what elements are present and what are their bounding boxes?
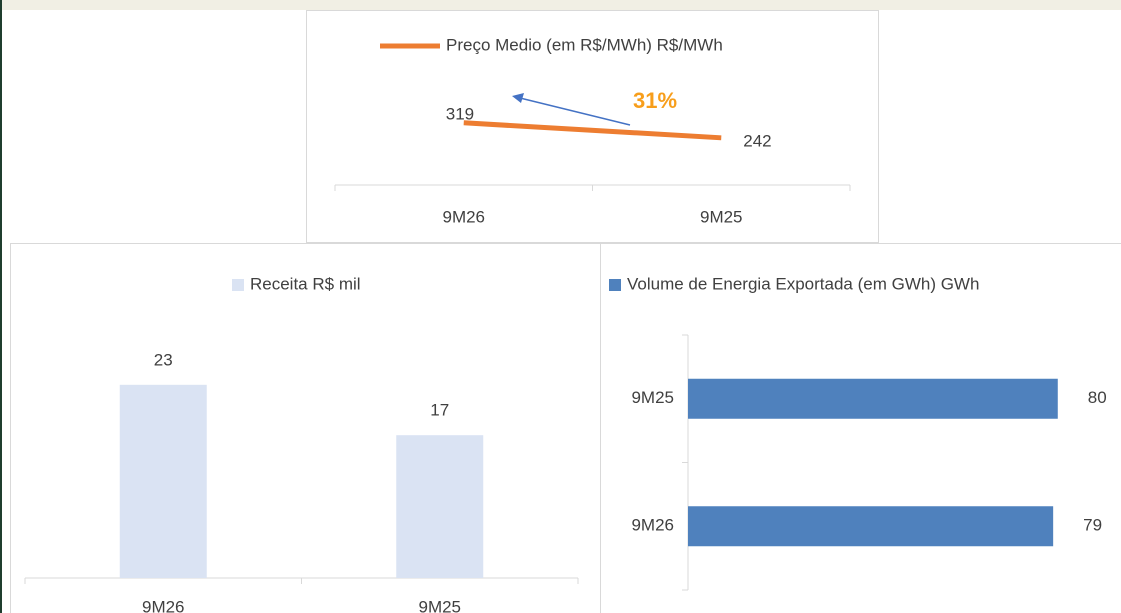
chart-frame — [10, 243, 601, 613]
legend-label: Receita R$ mil — [250, 274, 361, 293]
x-tick-label: 9M25 — [700, 207, 743, 226]
data-label: 80 — [1088, 388, 1107, 407]
annotation: 31% — [633, 88, 677, 113]
y-tick-label: 9M25 — [631, 388, 674, 407]
chart-frame — [600, 243, 1121, 613]
legend-label: Preço Medio (em R$/MWh) R$/MWh — [446, 35, 723, 54]
legend-label: Volume de Energia Exportada (em GWh) GWh — [627, 274, 979, 293]
bar — [688, 506, 1054, 547]
chart-frame — [306, 10, 879, 243]
bar — [688, 378, 1058, 419]
x-tick-label: 9M26 — [142, 597, 185, 613]
line — [463, 120, 722, 141]
arrow — [519, 97, 631, 126]
arrow-head — [512, 93, 524, 103]
bar — [396, 435, 484, 578]
data-label: 79 — [1083, 516, 1102, 535]
data-label: 242 — [743, 131, 771, 150]
top-band — [0, 0, 1121, 10]
x-tick-label: 9M26 — [442, 207, 485, 226]
legend-swatch — [609, 279, 621, 291]
y-tick-label: 9M26 — [631, 516, 674, 535]
left-border — [0, 0, 2, 613]
data-label: 319 — [446, 104, 474, 123]
data-label: 23 — [154, 350, 173, 369]
data-label: 17 — [430, 401, 449, 420]
bar — [119, 384, 207, 578]
x-tick-label: 9M25 — [418, 597, 461, 613]
legend-swatch — [232, 279, 244, 291]
